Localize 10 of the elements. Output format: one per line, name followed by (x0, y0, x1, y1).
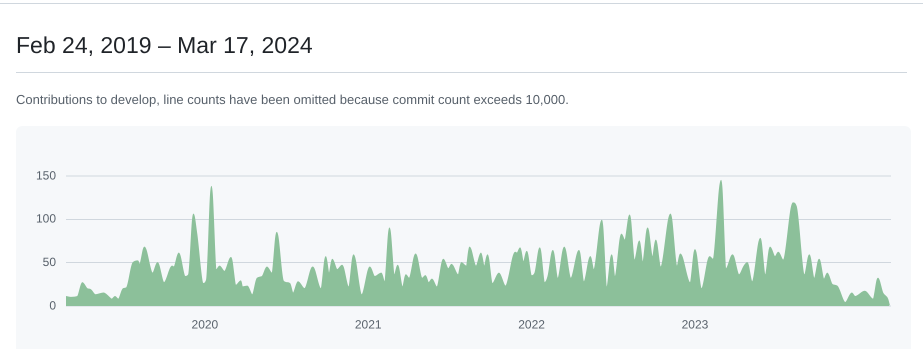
y-tick-label: 0 (49, 298, 56, 312)
x-tick-label: 2022 (518, 318, 546, 332)
x-tick-label: 2023 (682, 318, 709, 332)
x-tick-label: 2020 (192, 318, 219, 332)
y-tick-label: 150 (36, 168, 56, 182)
x-tick-label: 2021 (354, 318, 382, 332)
chart-subtitle: Contributions to develop, line counts have been omitted because commit count exceeds 10,000. (16, 92, 569, 107)
chart-title: Feb 24, 2019 – Mar 17, 2024 (16, 32, 313, 59)
y-tick-label: 50 (42, 254, 56, 269)
y-tick-label: 100 (36, 212, 56, 226)
